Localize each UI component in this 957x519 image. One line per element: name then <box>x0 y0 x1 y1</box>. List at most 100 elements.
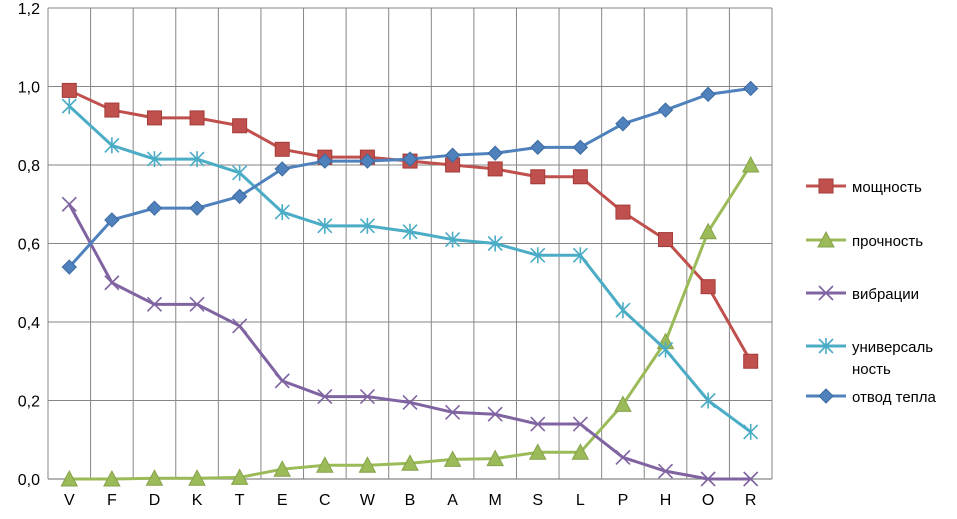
legend-label: вибрации <box>852 286 919 303</box>
data-point <box>232 164 248 181</box>
data-point <box>486 449 505 467</box>
y-tick-label: 0,8 <box>18 158 40 175</box>
x-tick-label: E <box>277 492 288 509</box>
data-point <box>231 188 248 205</box>
x-tick-label: V <box>64 492 75 509</box>
x-tick-label: H <box>660 492 672 509</box>
y-tick-label: 0,6 <box>18 237 40 254</box>
data-point <box>657 463 674 479</box>
series-line <box>67 203 751 481</box>
data-point <box>104 275 120 291</box>
series-group <box>60 80 760 487</box>
data-point <box>61 82 77 98</box>
data-point <box>530 247 546 264</box>
x-tick-label: O <box>702 492 714 509</box>
data-point <box>61 259 78 275</box>
data-point <box>315 456 334 473</box>
data-point <box>274 141 290 157</box>
x-tick-label: C <box>319 492 331 509</box>
data-point <box>317 153 333 169</box>
data-point <box>402 394 418 411</box>
y-tick-label: 0,0 <box>18 472 40 489</box>
data-point <box>615 204 631 220</box>
legend-item: универсаль ность <box>806 338 933 378</box>
legend-label: прочность <box>852 233 923 250</box>
data-point <box>359 389 375 405</box>
data-point <box>700 279 716 295</box>
y-tick-label: 0,2 <box>18 394 40 411</box>
grid-lines <box>47 7 773 480</box>
x-tick-label: K <box>192 492 203 509</box>
legend: мощность прочность вибрации универсаль ность… <box>806 178 937 406</box>
series-3 <box>61 98 759 440</box>
data-point <box>571 443 590 460</box>
data-point <box>572 169 588 185</box>
data-point <box>60 469 79 487</box>
y-tick-label: 1,2 <box>18 1 40 18</box>
x-tick-label: M <box>489 492 502 509</box>
data-point <box>700 86 716 103</box>
data-point <box>741 155 760 173</box>
legend-item: вибрации <box>806 285 919 303</box>
data-point <box>657 102 674 118</box>
data-point <box>615 302 631 319</box>
series-line <box>68 86 751 269</box>
data-point <box>487 235 503 252</box>
data-point <box>444 147 461 163</box>
data-point <box>743 471 759 487</box>
legend-label: универсаль ность <box>852 339 933 378</box>
data-point <box>530 416 546 432</box>
legend-marker <box>818 388 834 404</box>
data-point <box>359 217 375 234</box>
data-point <box>104 102 120 118</box>
data-point <box>658 232 674 248</box>
x-tick-label: P <box>618 492 629 509</box>
y-tick-label: 0,4 <box>18 315 40 332</box>
legend-marker <box>818 338 834 354</box>
data-point <box>274 204 290 221</box>
series-4 <box>61 80 759 275</box>
data-point <box>358 456 377 473</box>
legend-marker <box>818 285 834 301</box>
data-point <box>402 151 418 167</box>
data-point <box>232 318 248 334</box>
data-point <box>189 151 205 168</box>
x-tick-label: S <box>532 492 543 509</box>
legend-item: прочность <box>806 230 923 250</box>
data-point <box>615 116 631 132</box>
data-point <box>572 416 588 432</box>
data-point <box>317 217 333 234</box>
data-point <box>530 169 546 185</box>
legend-label: мощность <box>852 179 922 196</box>
legend-label: отвод тепла <box>852 389 937 406</box>
x-tick-label: B <box>405 492 416 509</box>
data-point <box>487 161 503 177</box>
series-2 <box>61 196 759 487</box>
data-point <box>443 450 462 467</box>
data-point <box>104 212 120 228</box>
legend-item: отвод тепла <box>806 388 937 406</box>
data-point <box>145 469 164 486</box>
data-point <box>743 353 759 369</box>
x-tick-label: A <box>447 492 458 509</box>
x-tick-label: T <box>235 492 245 509</box>
data-point <box>528 443 547 460</box>
x-tick-label: D <box>149 492 161 509</box>
legend-item: мощность <box>806 178 922 196</box>
data-point <box>146 200 163 216</box>
data-point <box>445 404 461 420</box>
data-point <box>274 373 290 389</box>
data-point <box>530 139 546 156</box>
data-point <box>230 468 249 485</box>
x-tick-label: R <box>745 492 757 509</box>
data-point <box>189 200 205 216</box>
data-point <box>188 469 206 486</box>
data-point <box>743 423 759 440</box>
legend-marker <box>818 178 834 194</box>
y-axis: 0,0 0,2 0,4 0,6 0,8 1,0 1,2 <box>18 1 40 489</box>
data-point <box>700 471 716 487</box>
y-tick-label: 1,0 <box>18 80 40 97</box>
data-point <box>103 469 121 487</box>
data-point <box>146 151 163 168</box>
